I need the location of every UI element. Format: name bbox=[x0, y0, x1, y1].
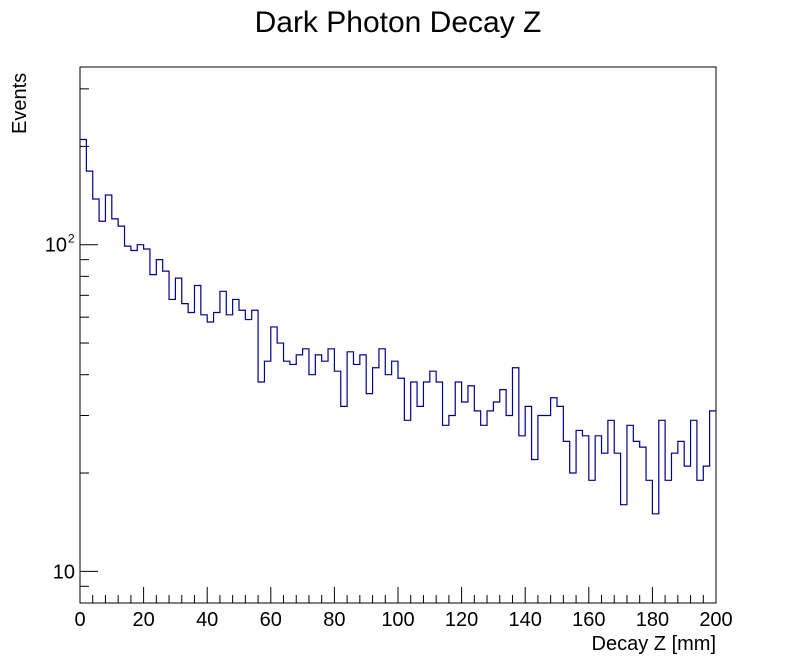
x-tick-label: 60 bbox=[260, 609, 282, 631]
y-tick-label: 10 bbox=[45, 235, 67, 257]
x-tick-label: 200 bbox=[699, 609, 732, 631]
y-tick-label: 10 bbox=[53, 561, 75, 583]
x-tick-label: 160 bbox=[572, 609, 605, 631]
x-tick-label: 0 bbox=[74, 609, 85, 631]
x-tick-label: 120 bbox=[445, 609, 478, 631]
x-tick-label: 20 bbox=[132, 609, 154, 631]
x-tick-label: 100 bbox=[381, 609, 414, 631]
plot-frame bbox=[79, 66, 717, 604]
histogram-series bbox=[80, 138, 716, 515]
x-axis-label: Decay Z [mm] bbox=[592, 633, 716, 655]
x-tick-label: 40 bbox=[196, 609, 218, 631]
y-axis-label: Events bbox=[9, 73, 31, 134]
x-tick-label: 180 bbox=[636, 609, 669, 631]
x-axis: 0 20 40 60 80 100 120 140 160 180 200 bbox=[74, 587, 733, 631]
x-tick-label: 140 bbox=[509, 609, 542, 631]
x-tick-label: 80 bbox=[323, 609, 345, 631]
chart-title: Dark Photon Decay Z bbox=[255, 6, 542, 39]
y-tick-exponent: 2 bbox=[68, 232, 75, 246]
